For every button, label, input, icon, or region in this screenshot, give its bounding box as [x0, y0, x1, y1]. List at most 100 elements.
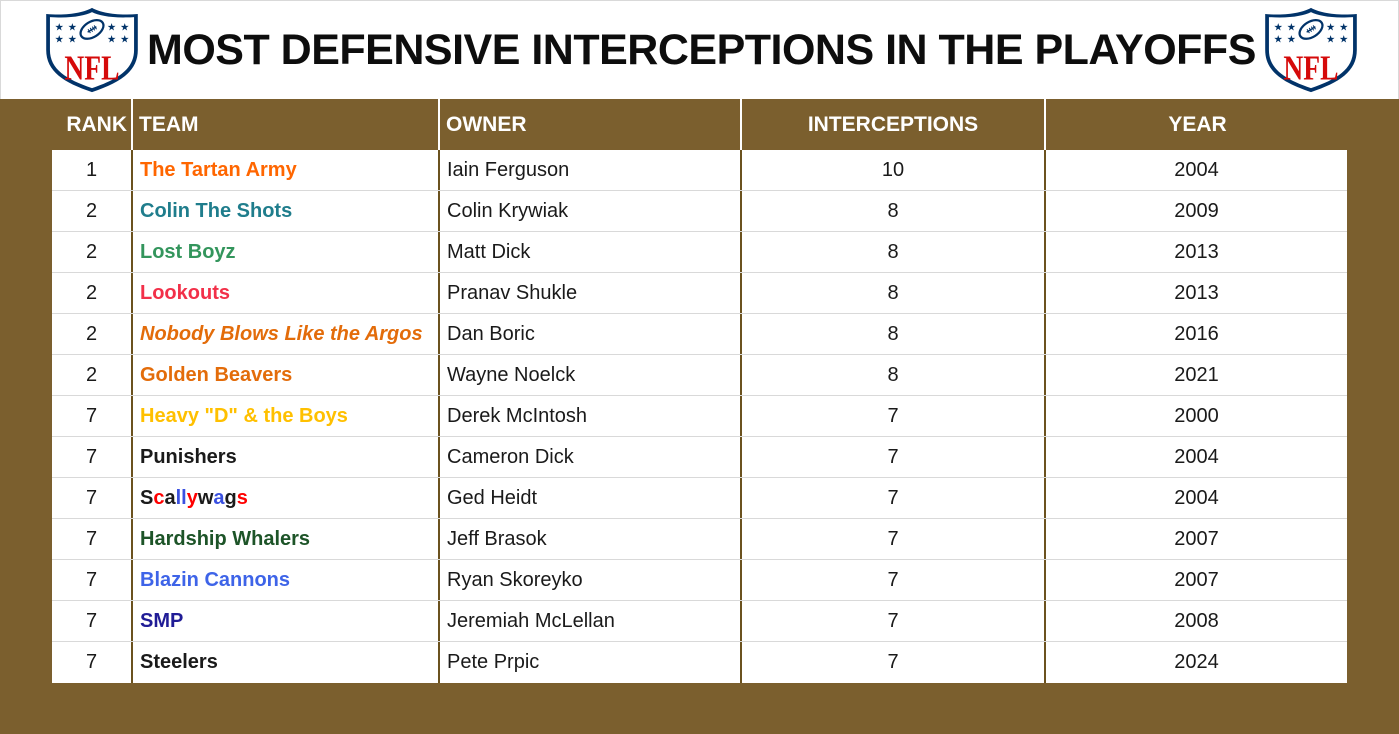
- table-row: 7 Punishers Cameron Dick 7 2004: [52, 437, 1347, 478]
- owner-cell: Cameron Dick: [438, 437, 740, 477]
- table-row: 2 Nobody Blows Like the Argos Dan Boric 8 20…: [52, 314, 1347, 355]
- interceptions-cell: 8: [740, 273, 1044, 313]
- svg-text:★: ★: [107, 34, 116, 46]
- nfl-logo-left: ★ ★ ★ ★ ★ ★ ★ ★ NFL: [37, 6, 147, 94]
- bottom-band: [0, 683, 1399, 734]
- team-name: Lost Boyz: [140, 240, 236, 263]
- year-cell: 2009: [1044, 191, 1347, 231]
- svg-text:★: ★: [1274, 21, 1283, 33]
- table-row: 7 Hardship Whalers Jeff Brasok 7 2007: [52, 519, 1347, 560]
- team-name: The Tartan Army: [140, 158, 297, 181]
- svg-text:★: ★: [55, 34, 64, 46]
- team-name: Colin The Shots: [140, 199, 293, 222]
- interceptions-cell: 8: [740, 314, 1044, 354]
- team-name: Heavy "D" & the Boys: [140, 404, 348, 427]
- svg-text:★: ★: [68, 34, 77, 46]
- owner-cell: Pete Prpic: [438, 642, 740, 683]
- team-name-letter: g: [224, 486, 237, 509]
- team-name: Blazin Cannons: [140, 568, 291, 591]
- team-cell: Lookouts: [131, 273, 438, 313]
- team-name: Golden Beavers: [140, 363, 293, 386]
- team-cell: Colin The Shots: [131, 191, 438, 231]
- team-name-letter: a: [213, 486, 225, 509]
- rank-cell: 2: [85, 363, 98, 386]
- table-row: 2 Golden Beavers Wayne Noelck 8 2021: [52, 355, 1347, 396]
- column-header-year: YEAR: [1044, 99, 1349, 150]
- team-name: Nobody Blows Like the Argos: [140, 322, 423, 345]
- nfl-shield-icon: ★ ★ ★ ★ ★ ★ ★ ★ NFL: [46, 7, 138, 93]
- svg-text:★: ★: [107, 21, 116, 33]
- team-name-letter: l: [175, 486, 182, 509]
- team-name-letter: y: [186, 486, 198, 509]
- year-cell: 2007: [1044, 519, 1347, 559]
- table-row: 7 Blazin Cannons Ryan Skoreyko 7 2007: [52, 560, 1347, 601]
- table-row: 2 Colin The Shots Colin Krywiak 8 2009: [52, 191, 1347, 232]
- owner-cell: Derek McIntosh: [438, 396, 740, 436]
- team-name: Hardship Whalers: [140, 527, 311, 550]
- football-icon: [1298, 18, 1324, 40]
- year-cell: 2004: [1044, 478, 1347, 518]
- team-name-letter: a: [164, 486, 176, 509]
- owner-cell: Colin Krywiak: [438, 191, 740, 231]
- team-cell: Lost Boyz: [131, 232, 438, 272]
- interceptions-cell: 8: [740, 355, 1044, 395]
- rank-cell: 7: [85, 651, 98, 673]
- interceptions-cell: 7: [740, 560, 1044, 600]
- nfl-shield-icon: ★ ★ ★ ★ ★ ★ ★ ★ NFL: [1265, 7, 1357, 93]
- owner-cell: Iain Ferguson: [438, 150, 740, 190]
- svg-text:★: ★: [120, 21, 129, 33]
- nfl-wordmark: NFL: [64, 48, 119, 87]
- rank-cell: 2: [85, 322, 98, 345]
- rank-cell: 1: [85, 158, 98, 181]
- column-header-rank: RANK: [66, 112, 127, 136]
- table-row: 1 The Tartan Army Iain Ferguson 10 2004: [52, 150, 1347, 191]
- year-cell: 2024: [1044, 642, 1347, 683]
- interceptions-cell: 8: [740, 232, 1044, 272]
- year-cell: 2000: [1044, 396, 1347, 436]
- year-cell: 2008: [1044, 601, 1347, 641]
- year-cell: 2021: [1044, 355, 1347, 395]
- column-header-owner: OWNER: [438, 99, 740, 150]
- team-cell: Steelers: [131, 642, 438, 683]
- year-cell: 2004: [1044, 150, 1347, 190]
- team-name: SMP: [140, 609, 184, 632]
- shield-inner: [1268, 12, 1353, 89]
- owner-cell: Jeff Brasok: [438, 519, 740, 559]
- svg-text:★: ★: [55, 21, 64, 33]
- rank-cell: 2: [85, 281, 98, 304]
- team-name-letter: s: [236, 486, 248, 509]
- table-row: 2 Lookouts Pranav Shukle 8 2013: [52, 273, 1347, 314]
- team-cell: Punishers: [131, 437, 438, 477]
- title-bar: ★ ★ ★ ★ ★ ★ ★ ★ NFL MOST DEFENSIVE INTERCEPT…: [0, 0, 1399, 99]
- owner-cell: Ryan Skoreyko: [438, 560, 740, 600]
- interceptions-cell: 7: [740, 478, 1044, 518]
- shield-inner: [49, 12, 135, 89]
- svg-text:★: ★: [1274, 34, 1283, 46]
- year-cell: 2007: [1044, 560, 1347, 600]
- table-row: 7 Heavy "D" & the Boys Derek McIntosh 7 2000: [52, 396, 1347, 437]
- interceptions-cell: 7: [740, 519, 1044, 559]
- leaderboard-table: RANK TEAM OWNER INTERCEPTIONS YEAR 1 The …: [0, 99, 1399, 683]
- interceptions-cell: 7: [740, 642, 1044, 683]
- team-cell: Nobody Blows Like the Argos: [131, 314, 438, 354]
- nfl-wordmark: NFL: [1283, 48, 1338, 87]
- team-cell: The Tartan Army: [131, 150, 438, 190]
- interceptions-cell: 10: [740, 150, 1044, 190]
- table-body: 1 The Tartan Army Iain Ferguson 10 2004 2 Coli…: [52, 150, 1347, 683]
- svg-text:★: ★: [1326, 34, 1335, 46]
- table-row: 7 SMP Jeremiah McLellan 7 2008: [52, 601, 1347, 642]
- rank-cell: 7: [85, 445, 98, 468]
- stars-icon: ★ ★ ★ ★ ★ ★ ★ ★: [1274, 21, 1349, 45]
- owner-cell: Wayne Noelck: [438, 355, 740, 395]
- rank-cell: 7: [85, 527, 98, 550]
- table-header-row: RANK TEAM OWNER INTERCEPTIONS YEAR: [0, 99, 1399, 150]
- svg-text:★: ★: [68, 21, 77, 33]
- table-row: 7 Steelers Pete Prpic 7 2024: [52, 642, 1347, 683]
- rank-cell: 7: [85, 404, 98, 427]
- team-name-letter: c: [153, 486, 165, 509]
- interceptions-cell: 7: [740, 437, 1044, 477]
- owner-cell: Jeremiah McLellan: [438, 601, 740, 641]
- year-cell: 2013: [1044, 232, 1347, 272]
- column-header-team: TEAM: [131, 99, 438, 150]
